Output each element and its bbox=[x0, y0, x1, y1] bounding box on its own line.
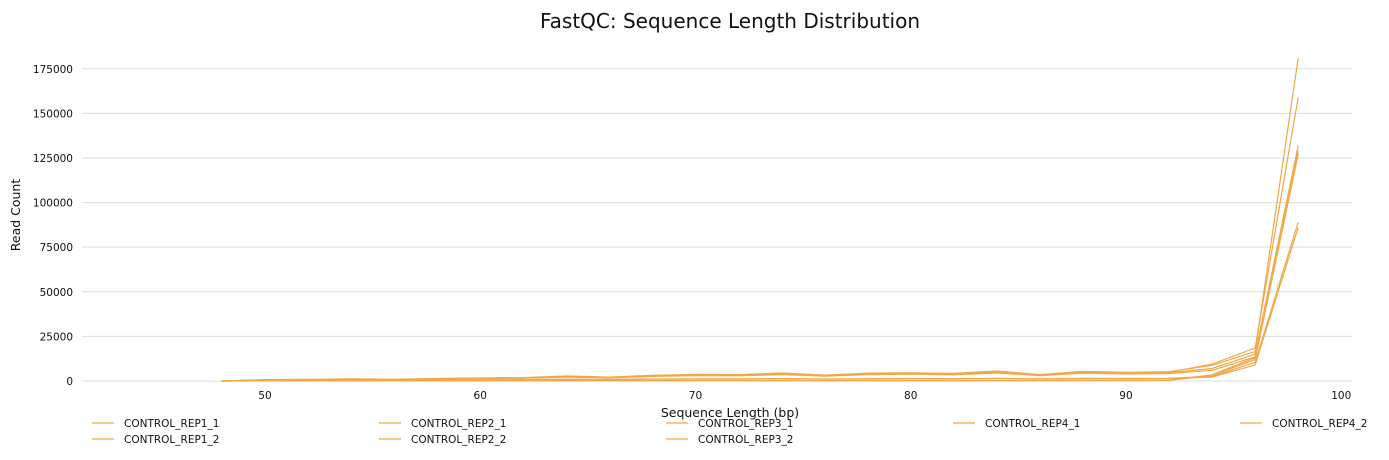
series-line-1 bbox=[221, 58, 1299, 382]
legend[interactable]: CONTROL_REP1_1 CONTROL_REP1_2 CONTROL_REP2… bbox=[92, 418, 1367, 446]
legend-item[interactable]: CONTROL_REP3_2 bbox=[666, 434, 793, 446]
legend-label: CONTROL_REP1_1 bbox=[124, 418, 219, 430]
y-tick-label: 50000 bbox=[40, 287, 73, 299]
legend-item[interactable]: CONTROL_REP4_2 bbox=[1240, 418, 1367, 430]
x-tick-label: 60 bbox=[474, 390, 487, 402]
y-axis-label: Read Count bbox=[8, 179, 23, 252]
x-axis-ticks: 50 60 70 80 90 100 bbox=[258, 390, 1351, 402]
y-tick-label: 150000 bbox=[33, 108, 73, 120]
series-line-6 bbox=[221, 227, 1299, 382]
series-line-2 bbox=[221, 97, 1299, 382]
legend-label: CONTROL_REP2_2 bbox=[411, 434, 506, 446]
y-axis-ticks: 0 25000 50000 75000 100000 125000 150000 175000 bbox=[33, 64, 73, 388]
legend-item[interactable]: CONTROL_REP4_1 bbox=[953, 418, 1080, 430]
series-lines bbox=[221, 58, 1299, 382]
legend-item[interactable]: CONTROL_REP1_1 bbox=[92, 418, 219, 430]
y-tick-label: 125000 bbox=[33, 153, 73, 165]
legend-item[interactable]: CONTROL_REP2_2 bbox=[379, 434, 506, 446]
legend-label: CONTROL_REP3_2 bbox=[698, 434, 793, 446]
series-line-5 bbox=[221, 222, 1299, 382]
series-line-4 bbox=[221, 152, 1299, 382]
grid bbox=[82, 68, 1352, 382]
legend-item[interactable]: CONTROL_REP3_1 bbox=[666, 418, 793, 430]
y-tick-label: 100000 bbox=[33, 198, 73, 210]
x-axis-label: Sequence Length (bp) bbox=[661, 405, 799, 420]
legend-label: CONTROL_REP2_1 bbox=[411, 418, 506, 430]
legend-label: CONTROL_REP4_1 bbox=[985, 418, 1080, 430]
x-tick-label: 90 bbox=[1119, 390, 1132, 402]
legend-label: CONTROL_REP4_2 bbox=[1272, 418, 1367, 430]
x-tick-label: 70 bbox=[689, 390, 702, 402]
y-tick-label: 175000 bbox=[33, 64, 73, 76]
x-tick-label: 100 bbox=[1331, 390, 1351, 402]
chart-title: FastQC: Sequence Length Distribution bbox=[540, 9, 920, 33]
y-tick-label: 0 bbox=[66, 376, 73, 388]
legend-label: CONTROL_REP3_1 bbox=[698, 418, 793, 430]
x-tick-label: 50 bbox=[258, 390, 271, 402]
series-line-3 bbox=[221, 145, 1299, 382]
series-line-8 bbox=[221, 154, 1299, 382]
legend-label: CONTROL_REP1_2 bbox=[124, 434, 219, 446]
x-tick-label: 80 bbox=[904, 390, 917, 402]
series-line-7 bbox=[221, 150, 1299, 382]
y-tick-label: 25000 bbox=[40, 331, 73, 343]
legend-item[interactable]: CONTROL_REP2_1 bbox=[379, 418, 506, 430]
y-tick-label: 75000 bbox=[40, 242, 73, 254]
legend-item[interactable]: CONTROL_REP1_2 bbox=[92, 434, 219, 446]
